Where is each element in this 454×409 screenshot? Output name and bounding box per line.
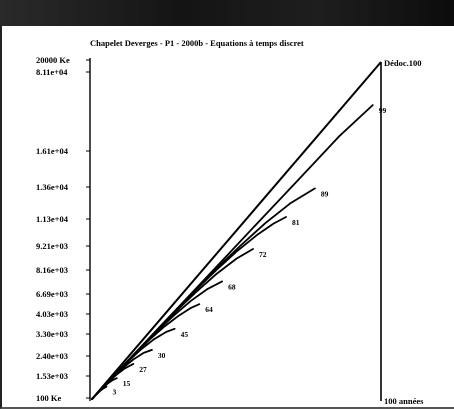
series-label-3: 3	[113, 388, 117, 397]
y-tick-label: 6.69e+03	[36, 289, 68, 299]
series-label-45: 45	[181, 330, 189, 339]
y-tick-label: 8.11e+04	[36, 67, 68, 77]
series-label-15: 15	[123, 379, 131, 388]
series-label-99: 99	[379, 106, 387, 115]
chart-title: Chapelet Deverges - P1 - 2000b - Equatio…	[90, 38, 304, 48]
y-tick-label: 2.40e+03	[36, 351, 68, 361]
y-tick-label: 9.21e+03	[36, 241, 68, 251]
y-tick-label: 1.53e+03	[36, 371, 68, 381]
y-tick-label: 1.36e+04	[36, 182, 69, 192]
y-tick-label: 1.13e+04	[36, 214, 69, 224]
upper-line-label: Dédoc.100	[384, 58, 422, 68]
series-label-72: 72	[259, 250, 267, 259]
series-label-89: 89	[321, 189, 329, 198]
y-tick-label: 3.30e+03	[36, 329, 68, 339]
series-label-27: 27	[139, 365, 147, 374]
y-tick-label: 1.61e+04	[36, 146, 69, 156]
series-label-68: 68	[228, 282, 236, 291]
series-label-64: 64	[205, 305, 213, 314]
y-tick-label: 100 Ke	[36, 393, 61, 403]
window-titlebar[interactable]	[0, 0, 454, 26]
y-tick-label: 4.03e+03	[36, 309, 68, 319]
series-line-99	[91, 104, 374, 400]
series-label-30: 30	[158, 351, 166, 360]
upper-bound-line	[91, 61, 382, 400]
series-line-72	[91, 248, 254, 400]
x-axis-label: 100 années	[384, 396, 424, 406]
chart-window	[0, 26, 454, 409]
series-line-30	[91, 349, 153, 400]
series-label-81: 81	[292, 218, 300, 227]
y-tick-label: 20000 Ke	[36, 55, 70, 65]
y-tick-label: 8.16e+03	[36, 265, 68, 275]
